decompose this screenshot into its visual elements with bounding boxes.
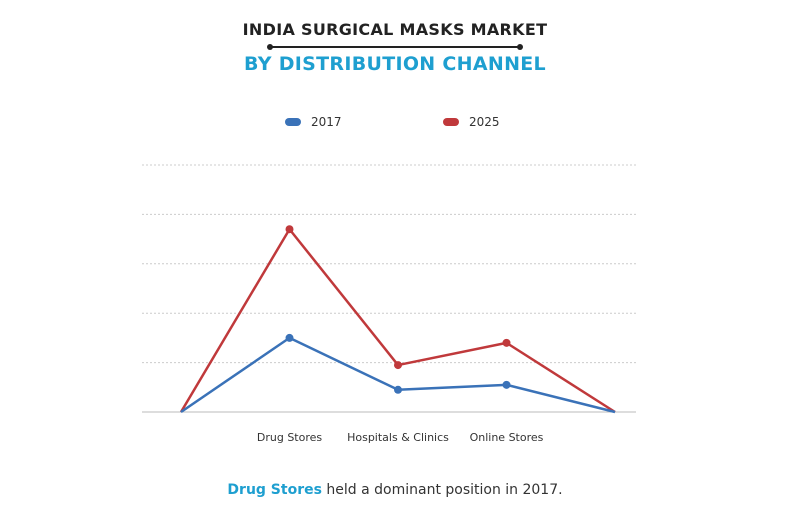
series-line-2025 bbox=[179, 227, 616, 414]
footnote-text: held a dominant position in 2017. bbox=[326, 482, 563, 498]
title-divider bbox=[267, 44, 523, 50]
legend-item-2025[interactable]: 2025 bbox=[443, 115, 500, 129]
legend-item-2017[interactable]: 2017 bbox=[285, 115, 342, 129]
point-2017-1 bbox=[285, 333, 294, 342]
point-2017-3 bbox=[502, 380, 511, 389]
point-2017-2 bbox=[394, 385, 402, 394]
legend-label-2017: 2017 bbox=[311, 115, 342, 129]
legend-swatch-2025 bbox=[443, 118, 459, 126]
legend-swatch-2017 bbox=[285, 118, 301, 126]
footnote: Drug Stores held a dominant position in … bbox=[0, 482, 790, 498]
x-tick-label-1: Drug Stores bbox=[257, 431, 323, 444]
series-line-2017 bbox=[180, 336, 616, 414]
point-2025-2 bbox=[394, 361, 402, 370]
chart-title: INDIA SURGICAL MASKS MARKET bbox=[242, 20, 548, 39]
chart-subtitle: BY DISTRIBUTION CHANNEL bbox=[244, 53, 546, 75]
x-tick-label-3: Online Stores bbox=[470, 431, 544, 444]
footnote-highlight: Drug Stores bbox=[227, 482, 322, 498]
point-2025-3 bbox=[502, 338, 511, 347]
legend-label-2025: 2025 bbox=[469, 115, 500, 129]
x-tick-label-2: Hospitals & Clinics bbox=[347, 431, 449, 444]
point-2025-1 bbox=[285, 225, 294, 234]
